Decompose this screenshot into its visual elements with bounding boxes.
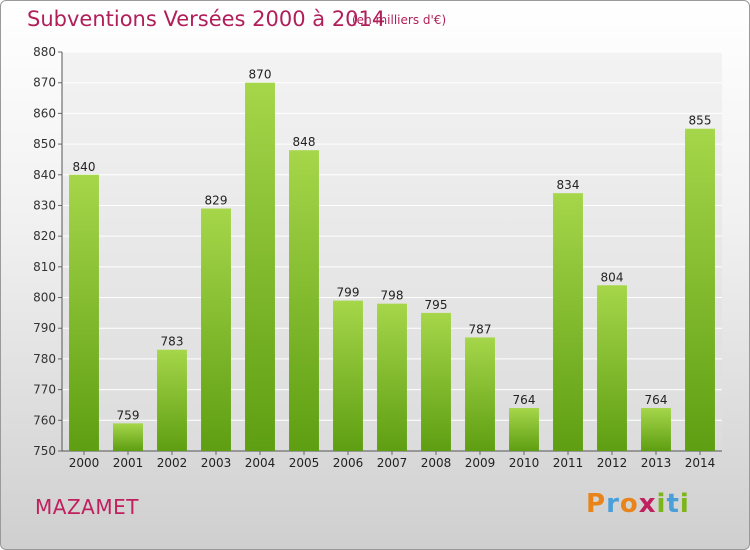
- x-tick-label: 2011: [553, 456, 584, 470]
- logo-letter: t: [666, 489, 680, 519]
- city-name: MAZAMET: [35, 495, 139, 519]
- bar: [113, 423, 143, 451]
- y-tick-label: 830: [33, 198, 56, 212]
- x-tick-label: 2003: [201, 456, 232, 470]
- bar: [641, 408, 671, 451]
- bar: [69, 174, 99, 451]
- logo-letter: P: [586, 489, 607, 519]
- y-tick-label: 780: [33, 352, 56, 366]
- x-tick-label: 2014: [685, 456, 716, 470]
- logo-letter: o: [619, 489, 639, 519]
- bar: [289, 150, 319, 451]
- bar: [421, 312, 451, 451]
- bar: [553, 193, 583, 451]
- y-tick-label: 750: [33, 444, 56, 458]
- bar: [245, 82, 275, 451]
- bar-value-label: 764: [645, 393, 668, 407]
- x-tick-label: 2012: [597, 456, 628, 470]
- bar-value-label: 848: [293, 135, 316, 149]
- x-tick-label: 2008: [421, 456, 452, 470]
- bar-value-label: 840: [73, 160, 96, 174]
- y-tick-label: 840: [33, 168, 56, 182]
- logo-letter: r: [606, 489, 620, 519]
- bar-value-label: 799: [337, 286, 360, 300]
- x-tick-label: 2006: [333, 456, 364, 470]
- x-tick-label: 2000: [69, 456, 100, 470]
- x-tick-label: 2004: [245, 456, 276, 470]
- bar-value-label: 798: [381, 289, 404, 303]
- x-tick-label: 2002: [157, 456, 188, 470]
- bar-value-label: 855: [689, 114, 712, 128]
- bar-value-label: 795: [425, 298, 448, 312]
- chart-title: Subventions Versées 2000 à 2014: [27, 7, 386, 31]
- bar: [509, 408, 539, 451]
- bar: [377, 303, 407, 451]
- bar: [685, 128, 715, 451]
- bar: [465, 337, 495, 451]
- y-tick-label: 880: [33, 45, 56, 59]
- bar-value-label: 764: [513, 393, 536, 407]
- logo-letter: i: [656, 489, 667, 519]
- bar: [333, 300, 363, 451]
- chart-subtitle: (en milliers d'€): [352, 13, 447, 27]
- x-tick-label: 2001: [113, 456, 144, 470]
- x-tick-label: 2010: [509, 456, 540, 470]
- bar-value-label: 829: [205, 194, 228, 208]
- x-tick-label: 2013: [641, 456, 672, 470]
- y-tick-label: 860: [33, 106, 56, 120]
- bar-value-label: 783: [161, 335, 184, 349]
- bar-value-label: 870: [249, 68, 272, 82]
- bar-value-label: 804: [601, 270, 624, 284]
- y-tick-label: 870: [33, 76, 56, 90]
- y-tick-label: 800: [33, 291, 56, 305]
- bar-value-label: 834: [557, 178, 580, 192]
- bar: [201, 208, 231, 451]
- bar: [597, 285, 627, 451]
- x-tick-label: 2009: [465, 456, 496, 470]
- y-tick-label: 760: [33, 413, 56, 427]
- logo-letter: x: [638, 489, 657, 519]
- bar: [157, 349, 187, 451]
- bar-value-label: 759: [117, 408, 140, 422]
- y-tick-label: 820: [33, 229, 56, 243]
- y-tick-label: 770: [33, 383, 56, 397]
- logo-letter: i: [679, 489, 690, 519]
- bar-value-label: 787: [469, 322, 492, 336]
- y-tick-label: 790: [33, 321, 56, 335]
- y-tick-label: 810: [33, 260, 56, 274]
- x-tick-label: 2007: [377, 456, 408, 470]
- proxiti-logo: Proxiti: [586, 489, 690, 519]
- y-tick-label: 850: [33, 137, 56, 151]
- x-tick-label: 2005: [289, 456, 320, 470]
